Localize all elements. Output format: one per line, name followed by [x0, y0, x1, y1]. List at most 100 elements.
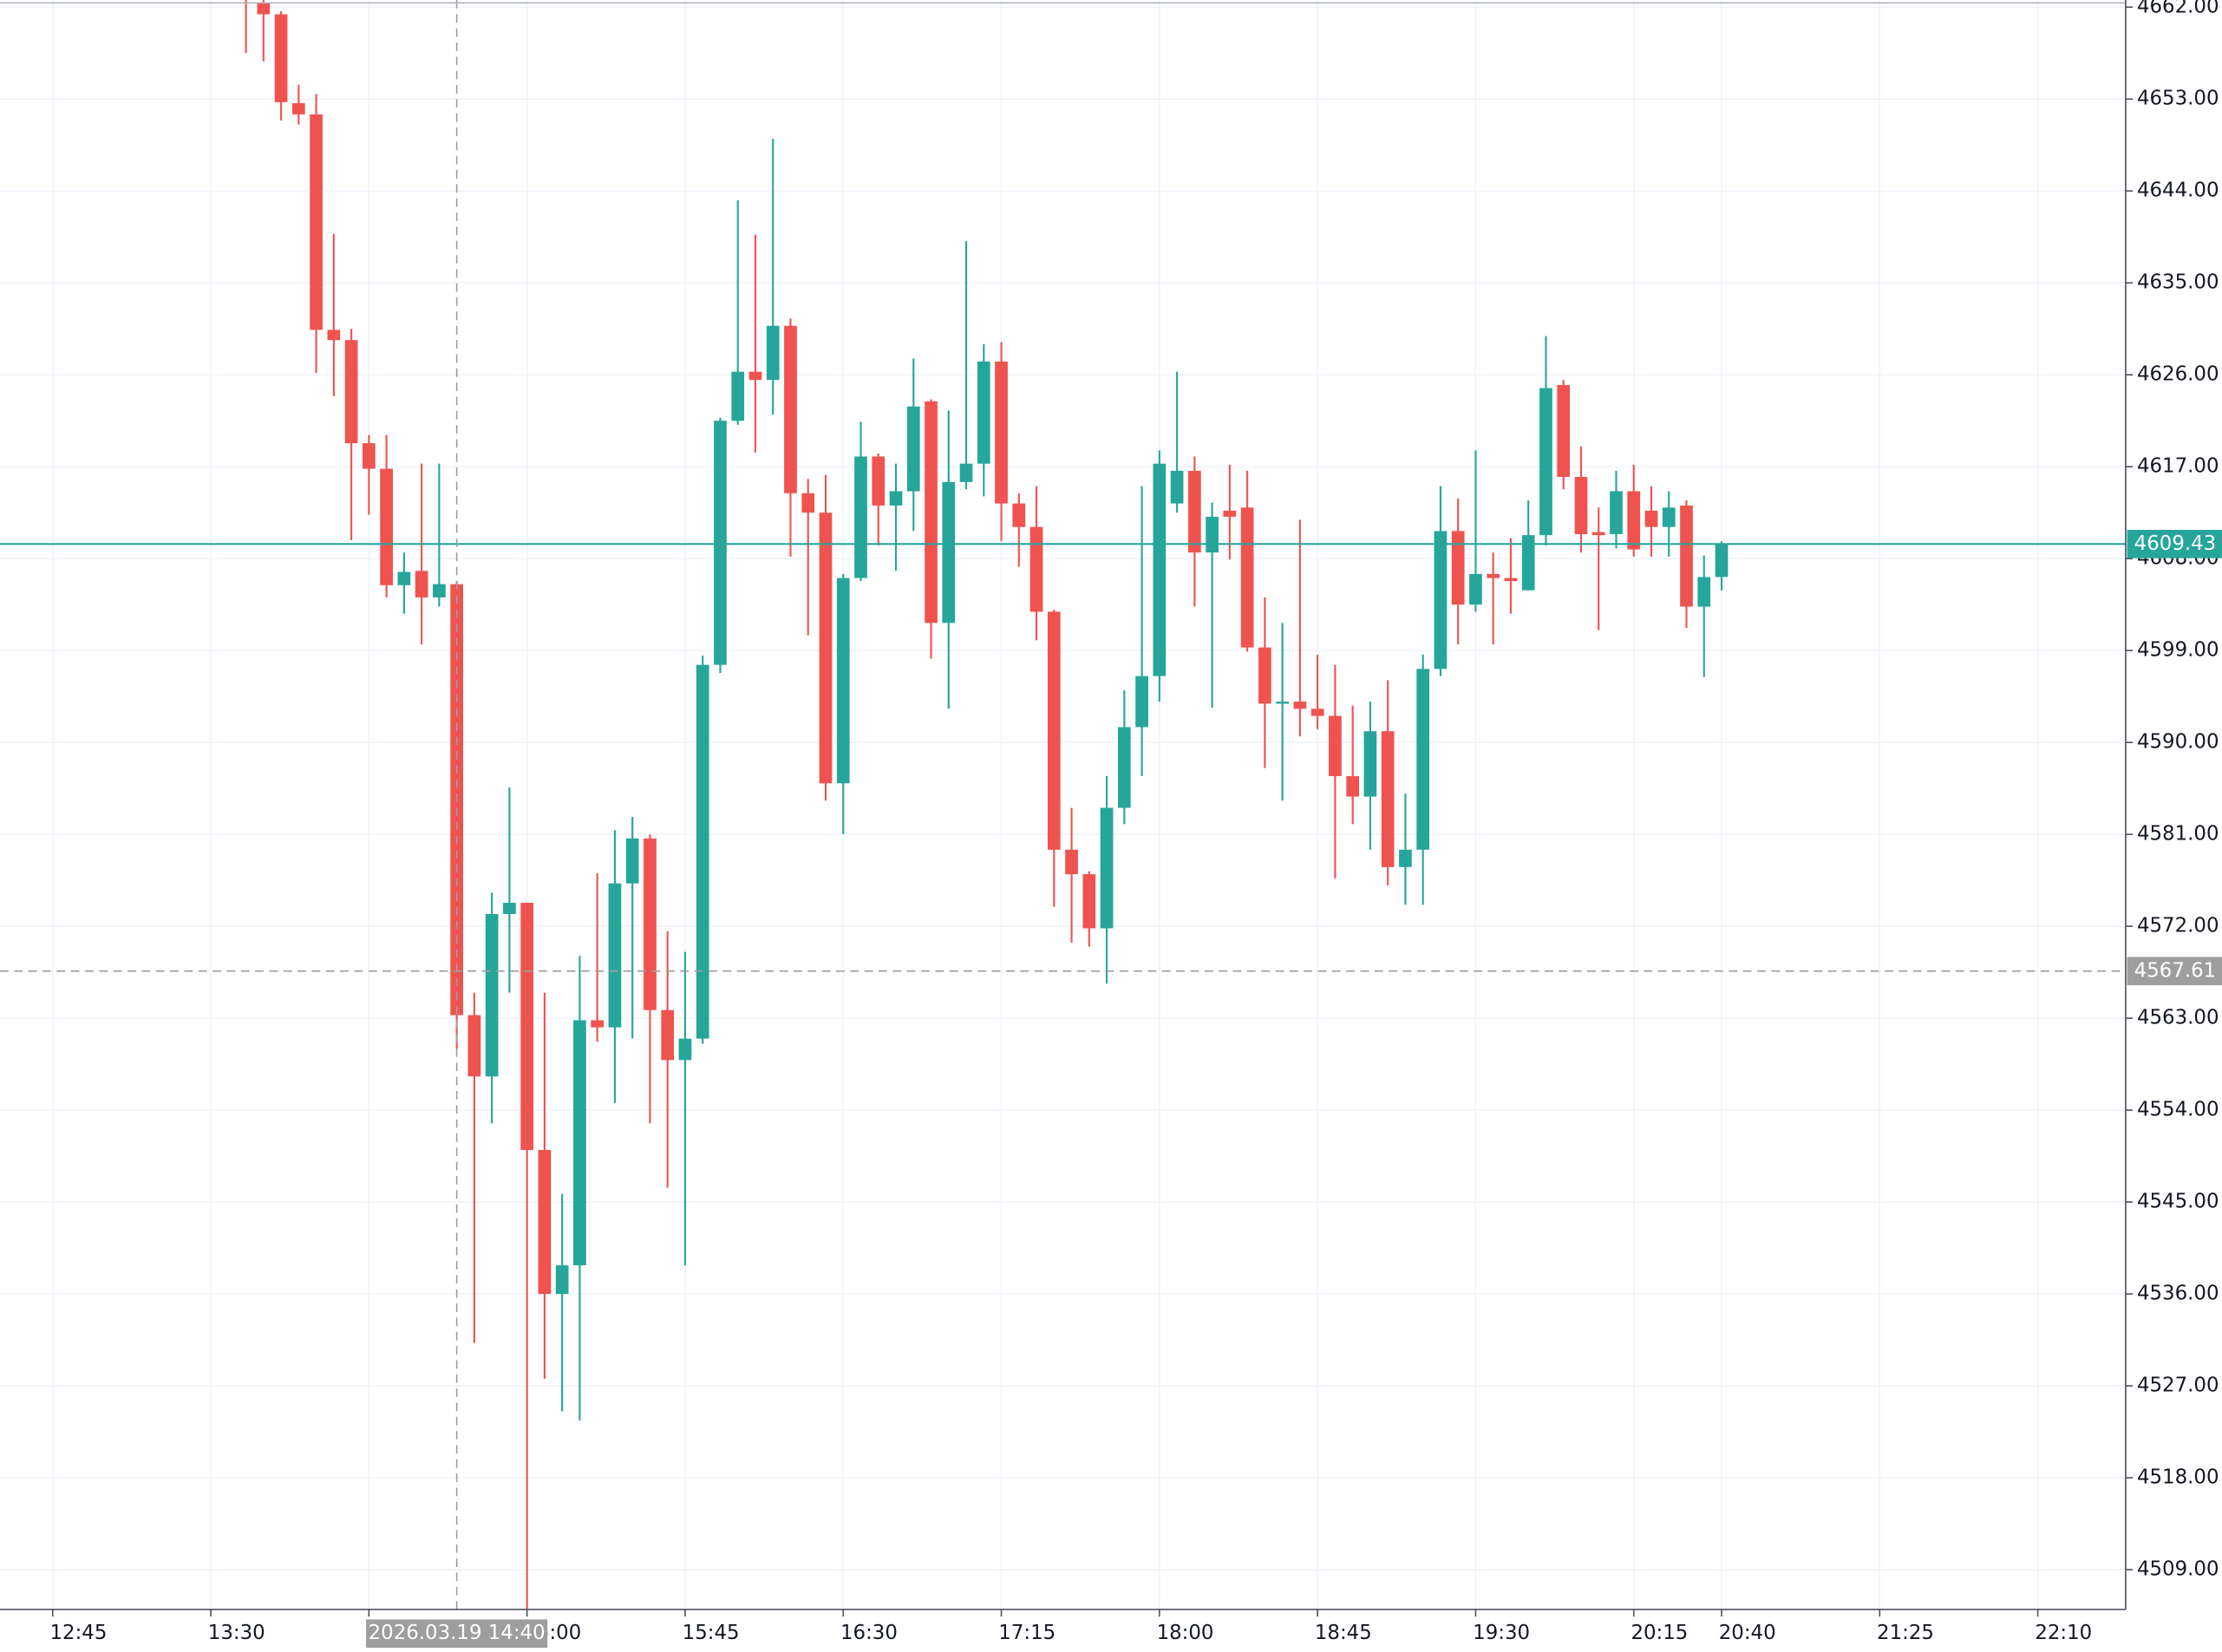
- plot-area: [0, 0, 2126, 1610]
- candle-body: [1610, 491, 1623, 534]
- candle-body: [1346, 776, 1360, 797]
- y-tick-label: 4635.00: [2137, 271, 2219, 294]
- candle-body: [485, 914, 499, 1077]
- candle-body: [661, 1009, 675, 1061]
- candle-body: [1329, 715, 1342, 777]
- y-tick-label: 4527.00: [2137, 1374, 2219, 1397]
- crosshair-price-label: 4567.61: [2134, 959, 2217, 982]
- y-tick-label: 4653.00: [2137, 88, 2219, 110]
- candle-body: [257, 3, 271, 15]
- candle-body: [1188, 470, 1201, 553]
- candle-body: [731, 371, 745, 421]
- candle-body: [555, 1265, 569, 1295]
- grid: [0, 0, 2126, 1610]
- candle-body: [1680, 505, 1693, 607]
- candle-body: [959, 463, 973, 482]
- candle-body: [520, 903, 534, 1151]
- candle-body: [1434, 531, 1448, 669]
- candle-body: [1117, 727, 1131, 808]
- candle-body: [310, 114, 323, 330]
- candle-body: [995, 361, 1008, 504]
- candle-body: [1100, 807, 1114, 929]
- candle-body: [327, 330, 341, 341]
- candle-body: [1276, 702, 1289, 704]
- x-tick-label: 18:00: [1157, 1622, 1214, 1644]
- x-tick-label: 18:45: [1315, 1622, 1372, 1644]
- candle-body: [906, 406, 920, 492]
- y-tick-label: 4626.00: [2137, 363, 2219, 386]
- candle-body: [766, 325, 780, 381]
- x-tick-label: 20:15: [1631, 1622, 1688, 1644]
- x-tick-label: 22:10: [2035, 1622, 2092, 1644]
- candle-body: [1310, 708, 1324, 716]
- candle-body: [1521, 535, 1535, 591]
- candle-body: [1363, 731, 1377, 797]
- candle-body: [1469, 573, 1482, 605]
- candle-body: [977, 361, 990, 464]
- candle-body: [1047, 611, 1061, 850]
- y-tick-label: 4554.00: [2137, 1099, 2219, 1121]
- candle-body: [1170, 470, 1184, 504]
- candle-body: [854, 456, 867, 578]
- candle-body: [1399, 849, 1412, 867]
- candle-body: [291, 102, 305, 114]
- last-price-label: 4609.43: [2134, 532, 2217, 555]
- candle-body: [591, 1020, 605, 1028]
- candle-body: [872, 456, 886, 506]
- candle-body: [1627, 491, 1641, 550]
- candle-body: [1258, 647, 1271, 704]
- candle-body: [1240, 507, 1254, 648]
- candle-body: [1065, 849, 1078, 875]
- y-tick-label: 4563.00: [2137, 1007, 2219, 1029]
- candle-body: [1591, 532, 1605, 536]
- y-tick-label: 4518.00: [2137, 1466, 2219, 1489]
- x-tick-label: 17:15: [998, 1622, 1055, 1644]
- x-tick-label: 13:30: [208, 1622, 265, 1644]
- candle-body: [1135, 676, 1148, 728]
- axes: 4509.00 4518.00 4527.00 4536.00 4545.00 4554.…: [49, 0, 2222, 1649]
- candle-body: [714, 421, 727, 665]
- candle-body: [819, 513, 833, 784]
- candle-body: [1082, 874, 1096, 929]
- candle-body: [1029, 526, 1043, 612]
- candle-body: [801, 493, 815, 513]
- candle-body: [363, 443, 376, 469]
- candle-body: [1416, 669, 1430, 850]
- x-tick-label: 20:40: [1719, 1622, 1776, 1644]
- candle-body: [1206, 516, 1219, 553]
- candle-body: [1504, 578, 1518, 582]
- candle-body: [748, 371, 762, 381]
- candle-body: [644, 838, 657, 1010]
- candle-body: [1012, 503, 1026, 527]
- x-tick-label: 21:25: [1877, 1622, 1934, 1644]
- y-tick-label: 4617.00: [2137, 455, 2219, 478]
- crosshair-time-label: 2026.03.19 14:40: [369, 1622, 546, 1644]
- x-tick-label: 19:30: [1473, 1622, 1530, 1644]
- candle-body: [503, 903, 516, 915]
- candle-body: [1574, 476, 1588, 534]
- candle-body: [942, 481, 956, 624]
- x-tick-label: 16:30: [840, 1622, 898, 1644]
- candle-body: [608, 883, 622, 1028]
- candle-body: [344, 340, 358, 444]
- y-tick-label: 4662.00: [2137, 0, 2219, 18]
- candle-body: [836, 578, 850, 784]
- x-tick-label: 12:45: [49, 1622, 107, 1644]
- y-tick-label: 4572.00: [2137, 915, 2219, 937]
- y-tick-label: 4644.00: [2137, 180, 2219, 202]
- candle-body: [625, 838, 639, 884]
- crosshair-price-badge: [2127, 957, 2222, 986]
- candle-body: [1644, 510, 1658, 527]
- y-tick-label: 4581.00: [2137, 823, 2219, 846]
- y-tick-label: 4590.00: [2137, 731, 2219, 754]
- candle-body: [889, 491, 903, 506]
- candle-body: [1662, 507, 1676, 527]
- candle-body: [1557, 384, 1571, 477]
- candle-body: [1715, 544, 1729, 578]
- candle-body: [467, 1015, 481, 1077]
- candle-body: [274, 14, 288, 102]
- candle-body: [1381, 731, 1395, 867]
- candle-body: [1223, 510, 1237, 517]
